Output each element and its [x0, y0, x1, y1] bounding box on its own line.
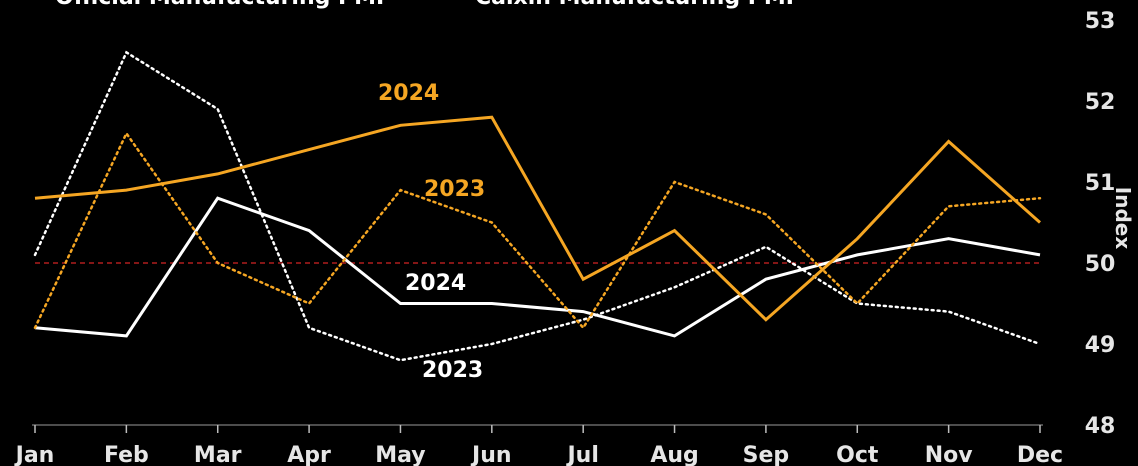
x-tick-label: Sep: [743, 443, 790, 466]
legend: Official Manufacturing PMI Caixin Manufac…: [55, 0, 794, 10]
series-label: 2023: [422, 358, 483, 383]
x-tick-label: Nov: [925, 443, 974, 466]
x-tick-label: Jun: [470, 443, 512, 466]
series-label: 2024: [405, 271, 466, 296]
y-tick-label: 50: [1085, 252, 1116, 277]
y-axis: 48 49 50 51 52 53 Index: [1085, 9, 1135, 439]
y-tick-label: 49: [1085, 333, 1116, 358]
x-tick-label: Oct: [836, 443, 879, 466]
x-tick-label: Dec: [1017, 443, 1063, 466]
series-line-0: [34, 196, 1041, 338]
legend-label: Caixin Manufacturing PMI: [475, 0, 794, 10]
x-tick-label: Apr: [287, 443, 331, 466]
x-tick-label: Mar: [194, 443, 242, 466]
y-axis-title: Index: [1111, 187, 1135, 250]
series-group: [33, 50, 1042, 362]
x-tick-label: Feb: [104, 443, 149, 466]
series-labels: 2024 2023 2024 2023: [378, 81, 485, 383]
series-line-3: [33, 130, 1042, 330]
legend-label: Official Manufacturing PMI: [55, 0, 384, 10]
y-tick-label: 48: [1085, 414, 1116, 439]
x-tick-label: May: [375, 443, 425, 466]
series-line-2: [34, 115, 1041, 322]
y-tick-label: 53: [1085, 9, 1116, 34]
x-axis: Jan Feb Mar Apr May Jun Jul Aug Sep Oct Nov Dec: [14, 424, 1063, 466]
series-label: 2023: [424, 177, 485, 202]
y-tick-label: 52: [1085, 90, 1116, 115]
y-tick-label: 51: [1085, 171, 1116, 196]
x-tick-label: Jan: [14, 443, 55, 466]
x-tick-label: Jul: [565, 443, 598, 466]
series-line-1: [33, 50, 1042, 362]
series-label: 2024: [378, 81, 439, 106]
x-tick-label: Aug: [650, 443, 698, 466]
